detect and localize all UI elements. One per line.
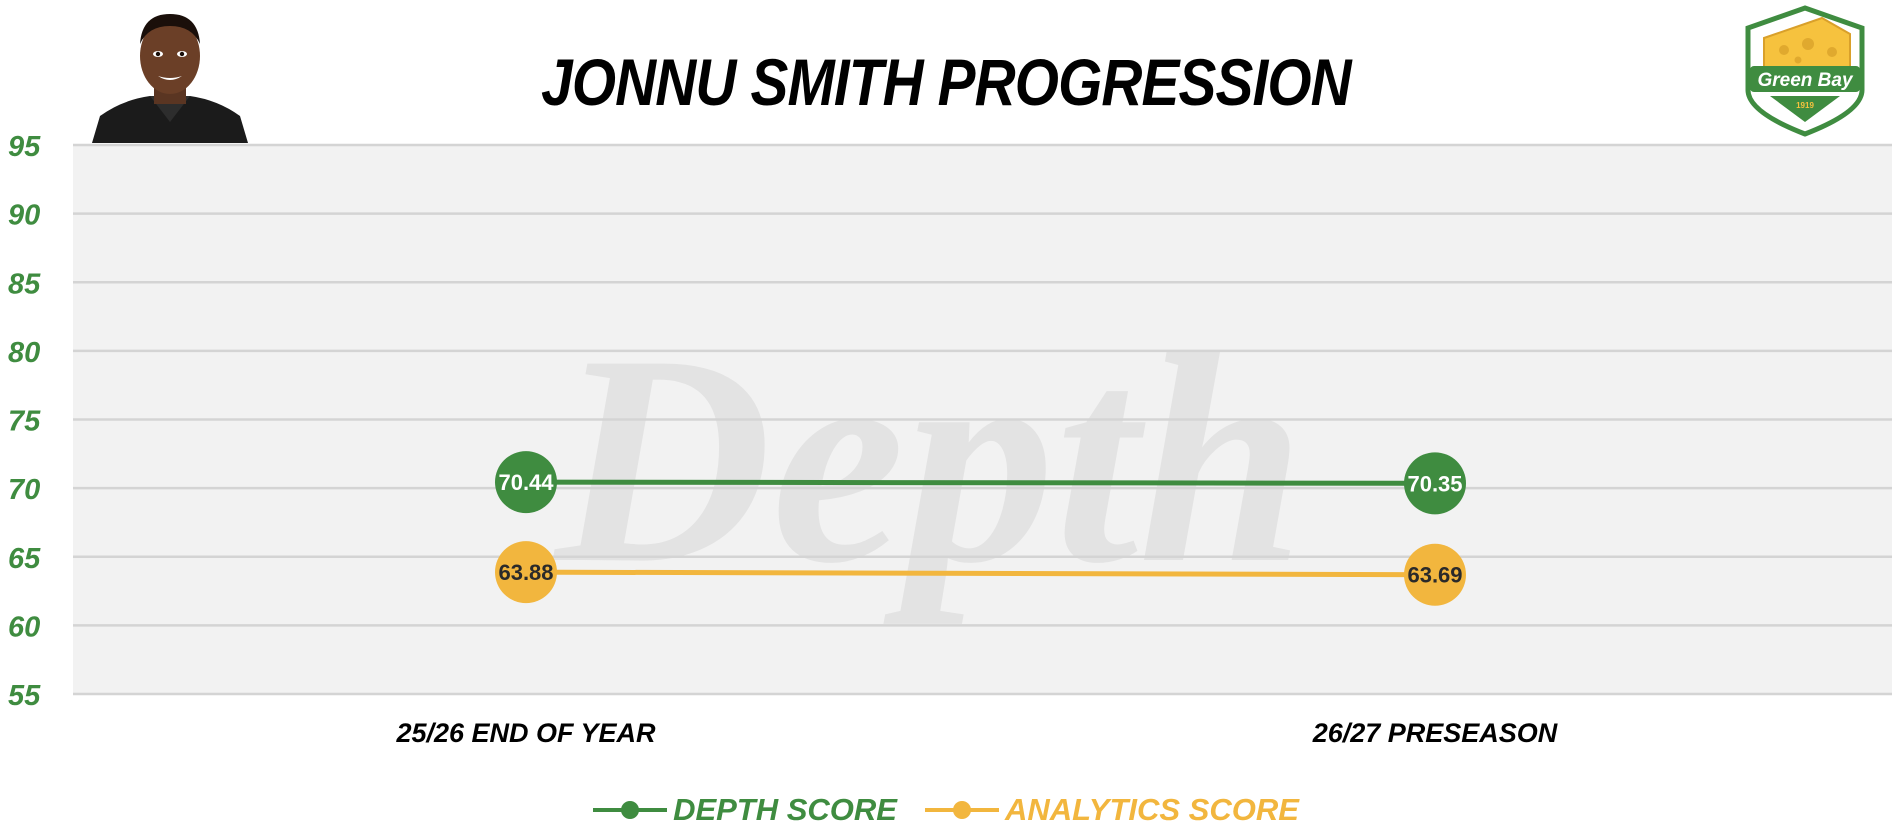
x-axis: 25/26 END OF YEAR 26/27 PRESEASON xyxy=(395,718,1557,748)
x-tick-label: 26/27 PRESEASON xyxy=(1312,718,1558,748)
y-axis: 55 60 65 70 75 80 85 90 95 xyxy=(8,131,41,712)
y-tick-label: 75 xyxy=(8,406,41,438)
legend-item-depth: DEPTH SCORE xyxy=(593,792,897,828)
green-bay-logo: Green Bay 1919 xyxy=(1740,4,1870,138)
x-tick-label: 25/26 END OF YEAR xyxy=(395,718,656,748)
legend-marker-depth xyxy=(593,801,668,819)
data-label: 70.44 xyxy=(498,470,554,495)
y-tick-label: 85 xyxy=(8,268,41,300)
data-point xyxy=(1404,543,1466,606)
series-group: 70.44 70.35 63.88 63.69 xyxy=(495,451,1466,606)
data-label: 63.69 xyxy=(1407,563,1462,588)
data-label: 63.88 xyxy=(498,560,553,585)
logo-year: 1919 xyxy=(1796,101,1814,110)
data-point xyxy=(1404,452,1466,515)
y-tick-label: 60 xyxy=(8,611,40,643)
y-tick-label: 70 xyxy=(8,474,40,506)
y-tick-label: 95 xyxy=(8,131,41,163)
legend-item-analytics: ANALYTICS SCORE xyxy=(924,792,1299,828)
chart-title: JONNU SMITH PROGRESSION xyxy=(541,45,1352,119)
data-point xyxy=(495,451,557,514)
legend-label-analytics: ANALYTICS SCORE xyxy=(1004,792,1299,827)
legend-marker-analytics xyxy=(924,801,999,819)
player-photo xyxy=(92,4,248,143)
gridlines xyxy=(73,143,1892,696)
series-line xyxy=(525,569,1436,578)
data-label: 70.35 xyxy=(1407,471,1462,496)
series-analytics: 63.88 63.69 xyxy=(495,541,1466,606)
series-line xyxy=(525,479,1436,486)
legend-label-depth: DEPTH SCORE xyxy=(673,792,897,827)
data-point xyxy=(495,541,557,604)
y-tick-label: 90 xyxy=(8,200,40,232)
legend: DEPTH SCORE ANALYTICS SCORE xyxy=(0,792,1892,828)
y-tick-label: 80 xyxy=(8,337,40,369)
logo-text: Green Bay xyxy=(1757,70,1853,91)
series-depth: 70.44 70.35 xyxy=(495,451,1466,515)
y-tick-label: 55 xyxy=(8,680,41,712)
y-tick-label: 65 xyxy=(8,543,41,575)
